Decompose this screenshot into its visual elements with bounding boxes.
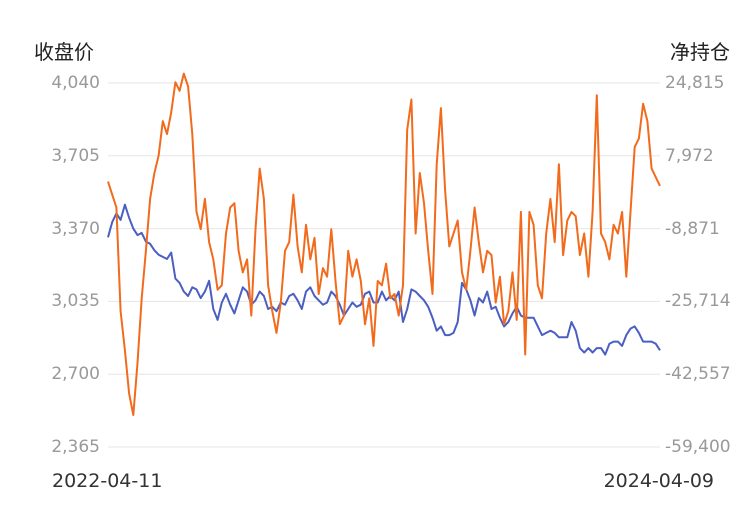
left-tick-label: 4,040	[51, 73, 100, 93]
left-tick-label: 3,035	[51, 291, 100, 312]
close-price-series-line	[107, 203, 661, 356]
x-end-date: 2024-04-09	[603, 470, 714, 492]
left-tick-label: 3,370	[51, 218, 100, 239]
right-axis-title: 净持仓	[670, 40, 730, 64]
right-tick-label: -59,400	[665, 437, 731, 457]
right-tick-label: -25,714	[665, 291, 731, 312]
right-tick-label: -8,871	[665, 218, 720, 239]
right-tick-label: 7,972	[665, 145, 714, 166]
x-start-date: 2022-04-11	[52, 470, 163, 492]
left-tick-label: 2,700	[51, 364, 100, 385]
right-tick-label: 24,815	[665, 73, 725, 93]
net-position-series-line	[107, 72, 661, 416]
right-tick-label: -42,557	[665, 364, 731, 385]
left-tick-label: 2,365	[51, 437, 100, 457]
left-axis-title: 收盘价	[34, 40, 94, 64]
left-tick-label: 3,705	[51, 145, 100, 166]
